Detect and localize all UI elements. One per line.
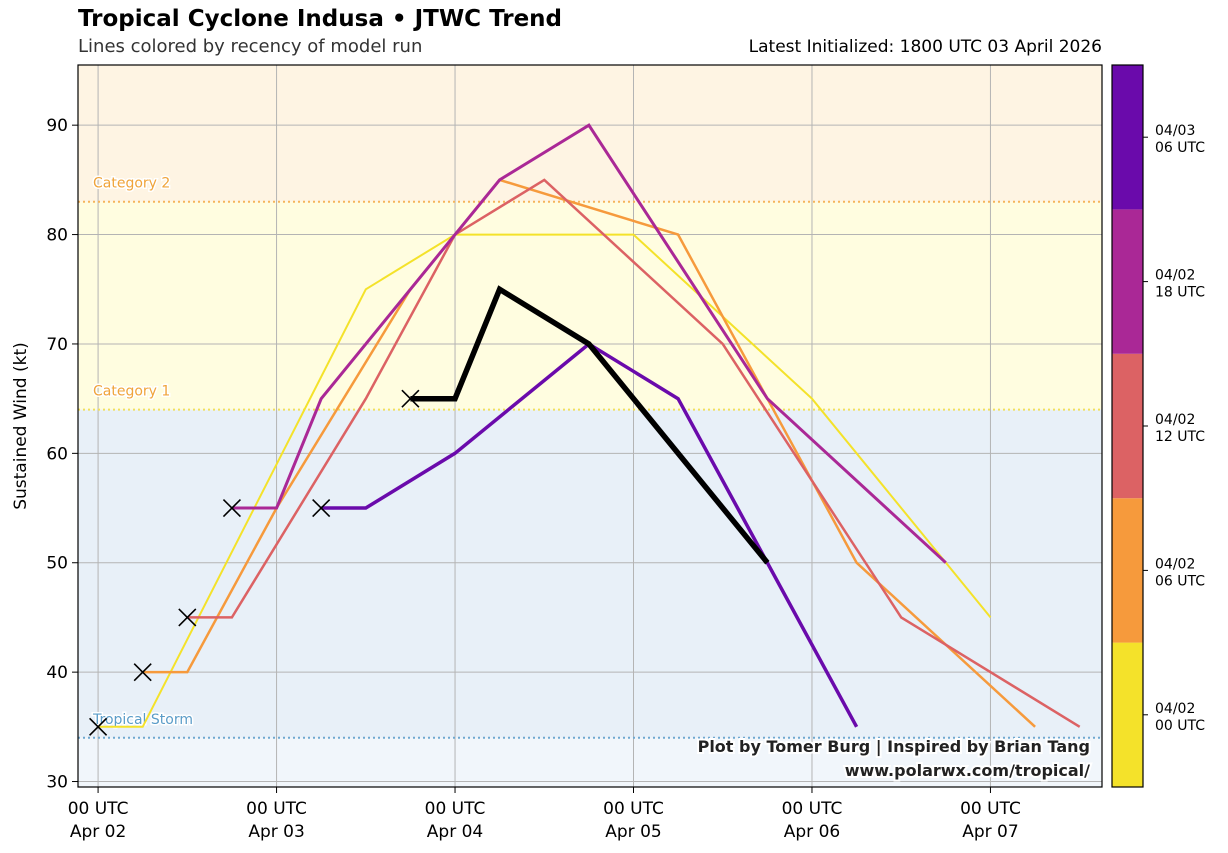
xtick-label-4: 00 UTC (782, 799, 843, 819)
ytick-label-60: 60 (46, 444, 68, 464)
colorbar-label-date-4: 04/03 (1155, 123, 1195, 139)
colorbar-segment-3 (1112, 209, 1143, 354)
category-thresholds: Tropical Storm Category 1 Category 2 (78, 174, 1102, 739)
colorbar-label-time-3: 18 UTC (1155, 285, 1205, 301)
colorbar-segment-1 (1112, 498, 1143, 643)
band-3 (78, 65, 1102, 202)
x-axis-ticks: 00 UTC Apr 02 00 UTC Apr 03 00 UTC Apr 04 00 U… (68, 787, 1021, 842)
model-run-lines (98, 123, 1081, 728)
init-marker-2 (178, 608, 197, 627)
xtick-label-3: 00 UTC (603, 799, 664, 819)
band-0 (78, 737, 1102, 787)
colorbar-label-time-2: 12 UTC (1155, 429, 1205, 445)
init-markers (89, 389, 420, 736)
band-2 (78, 201, 1102, 410)
xtick-date-3: Apr 05 (605, 822, 661, 842)
colorbar-label-time-0: 00 UTC (1155, 718, 1205, 734)
chart-subtitle: Lines colored by recency of model run (78, 36, 423, 57)
series-line-5 (410, 285, 770, 565)
colorbar-label-date-3: 04/02 (1155, 268, 1195, 284)
series-line-4 (321, 341, 859, 728)
ytick-label-70: 70 (46, 335, 68, 355)
intensity-bands (78, 65, 1102, 787)
xtick-date-2: Apr 04 (427, 822, 483, 842)
init-marker-0 (89, 717, 108, 736)
credit-line-2: www.polarwx.com/tropical/ (845, 761, 1090, 780)
init-marker-3 (222, 498, 242, 518)
xtick-date-5: Apr 07 (962, 822, 1018, 842)
xtick-date-1: Apr 03 (248, 822, 304, 842)
ytick-label-80: 80 (46, 226, 68, 246)
colorbar-label-date-1: 04/02 (1155, 556, 1195, 572)
init-marker-4 (312, 498, 331, 518)
ytick-label-50: 50 (46, 554, 68, 574)
y-axis-ticks: 30 40 50 60 70 80 90 (46, 116, 78, 793)
ytick-label-30: 30 (46, 773, 68, 793)
ytick-label-90: 90 (46, 116, 68, 136)
xtick-date-0: Apr 02 (70, 822, 126, 842)
xtick-label-0: 00 UTC (68, 799, 129, 819)
y-axis-label: Sustained Wind (kt) (11, 342, 31, 510)
threshold-label-0: Tropical Storm (92, 712, 193, 728)
colorbar-segment-4 (1112, 65, 1143, 210)
colorbar-segment-2 (1112, 353, 1143, 499)
threshold-label-2: Category 2 (93, 176, 170, 192)
latest-initialized-label: Latest Initialized: 1800 UTC 03 April 20… (748, 37, 1102, 57)
credit-block: Plot by Tomer Burg | Inspired by Brian T… (696, 735, 1093, 782)
xtick-date-4: Apr 06 (784, 822, 840, 842)
credit-line-1: Plot by Tomer Burg | Inspired by Brian T… (698, 737, 1090, 757)
series-line-2 (187, 178, 1081, 728)
chart-title: Tropical Cyclone Indusa • JTWC Trend (78, 6, 563, 32)
colorbar-label-date-2: 04/02 (1155, 412, 1195, 428)
xtick-label-5: 00 UTC (960, 799, 1021, 819)
colorbar-segment-0 (1112, 642, 1143, 787)
init-marker-1 (133, 663, 152, 682)
init-marker-5 (401, 389, 420, 408)
xtick-label-2: 00 UTC (425, 799, 486, 819)
colorbar-label-time-4: 06 UTC (1155, 140, 1205, 156)
colorbar-frame (1111, 64, 1144, 788)
series-line-3 (231, 123, 947, 564)
colorbar-label-time-1: 06 UTC (1155, 573, 1205, 589)
xtick-label-1: 00 UTC (246, 799, 307, 819)
band-1 (78, 409, 1102, 738)
plot-frame (77, 64, 1103, 788)
threshold-label-1: Category 1 (93, 384, 170, 400)
ytick-label-40: 40 (46, 663, 68, 683)
colorbar-label-date-0: 04/02 (1155, 701, 1195, 717)
